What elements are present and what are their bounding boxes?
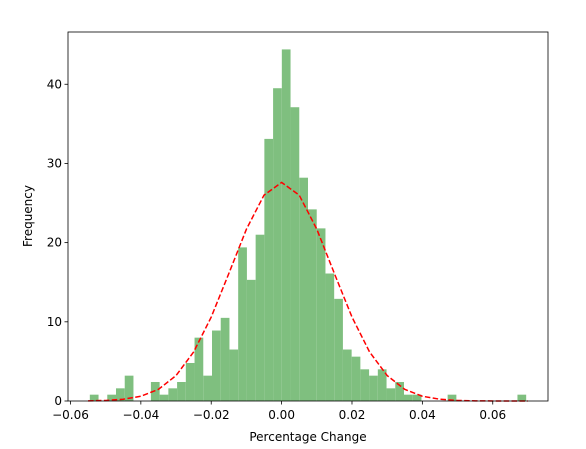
bar xyxy=(246,279,256,401)
bar xyxy=(351,356,361,401)
x-axis-label: Percentage Change xyxy=(249,430,366,444)
bar xyxy=(447,394,457,401)
bar xyxy=(220,317,230,401)
bar xyxy=(168,388,178,401)
bar xyxy=(238,247,247,401)
y-tick-label: 0 xyxy=(54,394,62,408)
bar xyxy=(377,369,387,401)
bar xyxy=(281,49,291,402)
plot-frame xyxy=(67,31,549,402)
fit-curve xyxy=(88,181,528,402)
bar xyxy=(395,381,404,401)
bar xyxy=(325,273,335,401)
bar xyxy=(404,394,413,401)
bar xyxy=(159,394,169,401)
bar xyxy=(342,349,352,401)
bar xyxy=(299,177,308,401)
bar xyxy=(334,298,343,401)
bar xyxy=(124,375,134,401)
bar xyxy=(386,388,396,401)
bar xyxy=(316,228,326,401)
bar xyxy=(255,234,265,401)
x-tick-label: −0.06 xyxy=(52,408,89,422)
bar xyxy=(116,388,125,401)
bar xyxy=(273,88,282,401)
bar xyxy=(150,381,160,401)
bar xyxy=(177,381,186,401)
bar xyxy=(229,349,239,401)
bar xyxy=(517,394,527,401)
y-tick-label: 10 xyxy=(47,315,62,329)
x-tick-label: −0.02 xyxy=(193,408,230,422)
bar xyxy=(89,394,99,401)
x-tick-label: 0.02 xyxy=(339,408,366,422)
bar xyxy=(194,337,204,401)
y-axis-label: Frequency xyxy=(21,185,35,247)
x-tick-label: 0.00 xyxy=(268,408,295,422)
bar xyxy=(412,394,422,401)
bar xyxy=(185,362,195,401)
bar xyxy=(212,330,221,401)
bar xyxy=(360,369,370,401)
bar xyxy=(290,107,300,402)
x-tick-label: 0.06 xyxy=(479,408,506,422)
y-tick-label: 30 xyxy=(47,156,62,170)
bar xyxy=(369,375,378,401)
x-tick-label: 0.04 xyxy=(409,408,436,422)
bar xyxy=(264,138,274,401)
y-tick-label: 40 xyxy=(47,77,62,91)
bar xyxy=(203,375,212,401)
y-tick-label: 20 xyxy=(47,236,62,250)
bar xyxy=(107,394,116,401)
x-tick-label: −0.04 xyxy=(122,408,159,422)
bar xyxy=(308,209,317,401)
